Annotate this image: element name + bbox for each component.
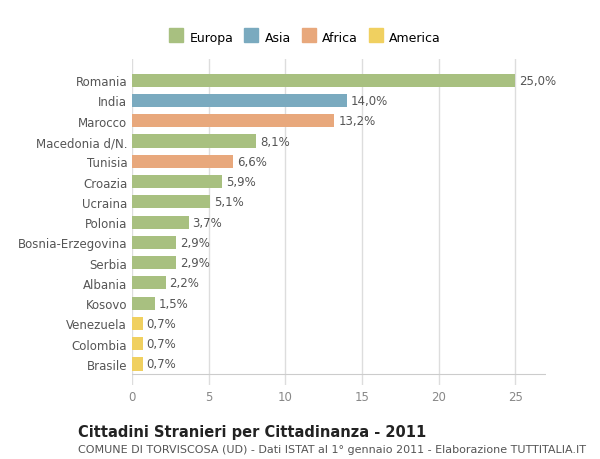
Text: 2,9%: 2,9% [181,236,210,249]
Bar [132,358,143,371]
Text: 0,7%: 0,7% [146,358,176,371]
Text: COMUNE DI TORVISCOSA (UD) - Dati ISTAT al 1° gennaio 2011 - Elaborazione TUTTITA: COMUNE DI TORVISCOSA (UD) - Dati ISTAT a… [78,444,586,454]
Text: 6,6%: 6,6% [237,156,267,168]
Text: 25,0%: 25,0% [519,74,556,88]
Text: 2,2%: 2,2% [170,277,199,290]
Text: 1,5%: 1,5% [159,297,188,310]
Text: 14,0%: 14,0% [350,95,388,108]
Bar [132,95,347,108]
Bar [132,115,334,128]
Bar [132,74,515,88]
Text: 8,1%: 8,1% [260,135,290,148]
Bar [132,277,166,290]
Bar [132,196,210,209]
Bar [132,297,155,310]
Text: 13,2%: 13,2% [338,115,376,128]
Bar [132,236,176,249]
Text: 0,7%: 0,7% [146,337,176,350]
Text: 0,7%: 0,7% [146,317,176,330]
Text: 5,9%: 5,9% [226,176,256,189]
Bar [132,156,233,168]
Text: Cittadini Stranieri per Cittadinanza - 2011: Cittadini Stranieri per Cittadinanza - 2… [78,425,426,440]
Text: 5,1%: 5,1% [214,196,244,209]
Bar [132,317,143,330]
Bar [132,337,143,351]
Text: 2,9%: 2,9% [181,257,210,269]
Bar [132,135,256,148]
Bar [132,176,223,189]
Text: 3,7%: 3,7% [193,216,223,229]
Bar [132,216,189,229]
Legend: Europa, Asia, Africa, America: Europa, Asia, Africa, America [166,27,446,50]
Bar [132,257,176,269]
